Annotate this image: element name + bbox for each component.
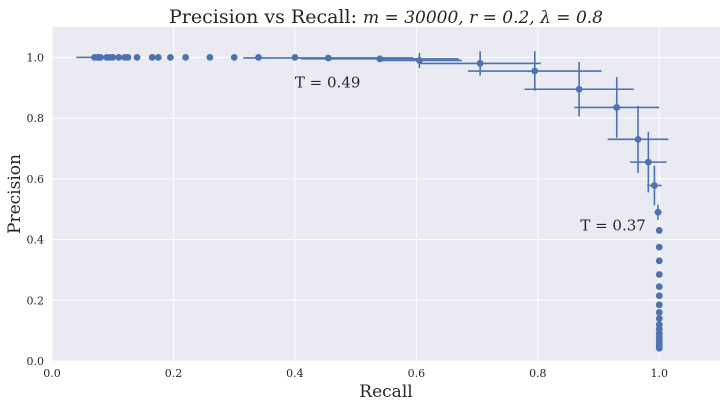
- data-point: [575, 85, 583, 93]
- data-point: [655, 283, 663, 291]
- data-point: [655, 309, 663, 316]
- annotations: T = 0.49 T = 0.37: [295, 74, 646, 235]
- y-tick-label: 0.8: [27, 112, 45, 125]
- y-tick-label: 0.0: [27, 355, 45, 368]
- data-point: [109, 53, 117, 61]
- chart-title: Precision vs Recall: m = 30000, r = 0.2,…: [169, 6, 603, 28]
- chart-title-params: m = 30000, r = 0.2, λ = 0.8: [363, 8, 603, 28]
- data-point: [644, 158, 652, 166]
- data-point: [206, 53, 214, 61]
- data-point: [476, 60, 484, 67]
- data-point: [416, 57, 423, 64]
- data-point: [634, 135, 642, 143]
- tick-labels: 0.0 0.2 0.4 0.6 0.8 1.0 0.0 0.2 0.4 0.6 0.8 1.0: [27, 51, 669, 380]
- data-point: [376, 55, 384, 63]
- threshold-annotation: T = 0.49: [295, 74, 361, 92]
- x-tick-label: 1.0: [651, 367, 669, 380]
- x-tick-label: 0.6: [408, 367, 426, 380]
- data-point: [324, 54, 332, 62]
- plot-area: [52, 27, 720, 361]
- data-point: [124, 53, 132, 61]
- y-tick-label: 1.0: [27, 51, 45, 64]
- data-point: [133, 53, 141, 61]
- data-point: [291, 53, 299, 61]
- data-point: [613, 104, 621, 111]
- x-tick-label: 0.4: [286, 367, 304, 380]
- x-tick-label: 0.0: [43, 367, 61, 380]
- y-tick-label: 0.2: [27, 294, 45, 307]
- data-points: [91, 53, 663, 352]
- data-point: [255, 53, 262, 61]
- data-point: [655, 315, 663, 322]
- chart-title-prefix: Precision vs Recall:: [169, 6, 363, 28]
- data-point: [182, 53, 190, 61]
- y-tick-label: 0.4: [27, 234, 45, 247]
- data-point: [531, 67, 539, 75]
- threshold-annotation: T = 0.37: [580, 216, 646, 234]
- data-point: [654, 208, 662, 216]
- data-point: [154, 53, 162, 61]
- data-point: [655, 292, 663, 300]
- data-point: [655, 271, 663, 278]
- data-point: [97, 53, 104, 61]
- y-tick-label: 0.6: [27, 173, 45, 186]
- data-point: [115, 53, 123, 61]
- data-point: [655, 243, 663, 251]
- data-point: [655, 227, 663, 234]
- data-point: [655, 344, 663, 352]
- x-tick-label: 0.8: [529, 367, 547, 380]
- data-point: [148, 53, 156, 61]
- grid-lines: [51, 27, 720, 362]
- x-tick-label: 0.2: [165, 367, 183, 380]
- data-point: [167, 53, 174, 61]
- y-axis-label: Precision: [5, 154, 25, 234]
- x-axis-label: Recall: [359, 382, 412, 402]
- data-point: [651, 182, 658, 189]
- data-point: [655, 257, 663, 265]
- data-point: [230, 53, 238, 61]
- data-point: [655, 301, 663, 309]
